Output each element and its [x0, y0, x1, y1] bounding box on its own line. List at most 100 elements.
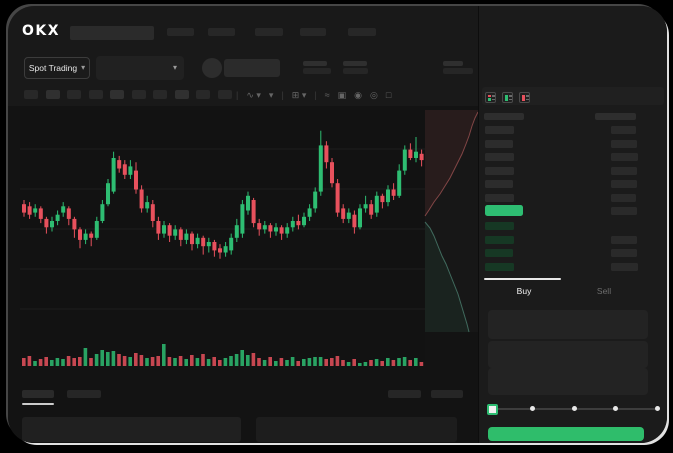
snapshot-icon[interactable]: ◉ — [354, 89, 363, 100]
chevron-down-icon: ▾ — [81, 63, 86, 72]
slider-dot[interactable] — [613, 406, 618, 411]
last-price-highlight[interactable] — [485, 205, 523, 216]
right-panel: Buy Sell — [478, 6, 667, 443]
icon-part — [491, 95, 495, 97]
bid-price-block[interactable] — [485, 236, 514, 244]
ask-price-block[interactable] — [485, 167, 514, 175]
line-tool-icon[interactable]: ≈ — [324, 90, 330, 100]
fullscreen-icon[interactable]: □ — [385, 90, 392, 100]
nav-search-placeholder[interactable] — [70, 26, 154, 40]
icon-part — [508, 95, 512, 97]
depth-asks-area — [425, 110, 478, 216]
book-bids-icon[interactable] — [502, 92, 513, 103]
ask-price-block[interactable] — [485, 194, 514, 202]
spot-trading-label: Spot Trading — [28, 63, 78, 73]
bid-price-block[interactable] — [485, 263, 514, 271]
orderbook-col-price — [484, 113, 524, 120]
depth-bids-area — [425, 222, 469, 332]
nav-item[interactable] — [300, 28, 326, 36]
ask-amount-block[interactable] — [611, 194, 636, 202]
icon-part — [487, 94, 491, 97]
indicators-icon[interactable]: ⊞ ▾ — [291, 89, 307, 100]
toolbar-preset[interactable] — [174, 90, 189, 99]
ask-amount-block[interactable] — [611, 126, 636, 134]
total-input[interactable] — [488, 368, 648, 395]
bottom-action-right[interactable] — [431, 390, 463, 398]
bottom-tab[interactable] — [67, 390, 101, 398]
compare-icon[interactable]: ▣ — [337, 89, 347, 100]
toolbar-preset[interactable] — [217, 90, 232, 99]
stat-label — [303, 61, 327, 66]
ask-amount-block[interactable] — [611, 140, 637, 148]
stat-value — [343, 68, 368, 74]
stat-value — [303, 68, 331, 74]
orders-panel-left — [22, 417, 241, 442]
pair-select[interactable]: ▾ — [96, 56, 184, 80]
book-asks-icon[interactable] — [519, 92, 530, 103]
tab-sell[interactable]: Sell — [596, 286, 612, 296]
candle-type-icon[interactable]: ∿ ▾ — [246, 89, 261, 100]
slider-handle[interactable] — [487, 404, 498, 415]
icon-part — [508, 98, 512, 100]
coin-avatar — [202, 58, 222, 78]
bid-amount-block[interactable] — [611, 263, 638, 271]
nav-item[interactable] — [255, 28, 283, 36]
ask-price-block[interactable] — [485, 180, 513, 188]
okx-logo[interactable]: OKX — [22, 23, 61, 39]
toolbar-preset[interactable] — [110, 90, 124, 99]
book-both-icon[interactable] — [485, 92, 496, 103]
toolbar-preset[interactable] — [131, 90, 146, 99]
orderbook-toolbar — [482, 87, 664, 105]
stat-label — [343, 61, 367, 66]
pair-name-placeholder — [224, 59, 280, 77]
separator: | — [314, 90, 317, 100]
ask-price-block[interactable] — [485, 153, 514, 161]
icon-part — [491, 98, 495, 100]
buy-tab-indicator — [484, 278, 561, 280]
separator: | — [236, 90, 239, 100]
orders-panel-right — [256, 417, 457, 442]
interval-icon[interactable]: ▾ — [268, 89, 274, 100]
ask-amount-block[interactable] — [611, 167, 637, 175]
toolbar-preset[interactable] — [67, 90, 81, 99]
nav-item[interactable] — [348, 28, 376, 36]
bid-amount-block[interactable] — [611, 236, 637, 244]
icon-part — [525, 98, 529, 100]
separator: | — [281, 90, 284, 100]
ask-price-block[interactable] — [485, 140, 513, 148]
stat-value — [443, 68, 473, 74]
bid-price-block[interactable] — [485, 249, 513, 257]
ask-amount-block[interactable] — [611, 153, 638, 161]
ask-price-block[interactable] — [485, 126, 514, 134]
toolbar-preset[interactable] — [24, 90, 38, 99]
price-input[interactable] — [488, 310, 648, 339]
icon-part — [487, 98, 491, 101]
toolbar-preset[interactable] — [153, 90, 167, 99]
nav-item[interactable] — [167, 28, 194, 36]
icon-part — [521, 94, 525, 101]
candlestick-chart[interactable] — [20, 110, 478, 366]
price-amount-block[interactable] — [611, 207, 637, 215]
buy-submit-button[interactable] — [488, 427, 644, 441]
slider-dot[interactable] — [530, 406, 535, 411]
spot-trading-button[interactable]: Spot Trading ▾ — [24, 57, 90, 79]
tab-buy[interactable]: Buy — [516, 286, 532, 296]
toolbar-preset[interactable] — [196, 90, 210, 99]
chart-toolbar-icons: | ∿ ▾ ▾ | ⊞ ▾ | ≈ ▣ ◉ ◎ □ — [236, 88, 391, 102]
toolbar-preset[interactable] — [45, 90, 60, 99]
icon-part — [525, 95, 529, 97]
ask-amount-block[interactable] — [611, 180, 637, 188]
toolbar-preset[interactable] — [88, 90, 103, 99]
chevron-down-icon: ▾ — [172, 63, 177, 72]
slider-dot[interactable] — [571, 406, 577, 411]
amount-input[interactable] — [488, 341, 648, 368]
stat-label — [443, 61, 463, 66]
bottom-action-left[interactable] — [388, 390, 421, 398]
icon-part — [504, 94, 508, 101]
bid-amount-block[interactable] — [611, 249, 637, 257]
slider-dot[interactable] — [654, 406, 660, 411]
bid-price-block[interactable] — [485, 222, 514, 230]
bottom-tab-active[interactable] — [22, 390, 54, 398]
settings-icon[interactable]: ◎ — [370, 89, 378, 100]
nav-item[interactable] — [208, 28, 235, 36]
